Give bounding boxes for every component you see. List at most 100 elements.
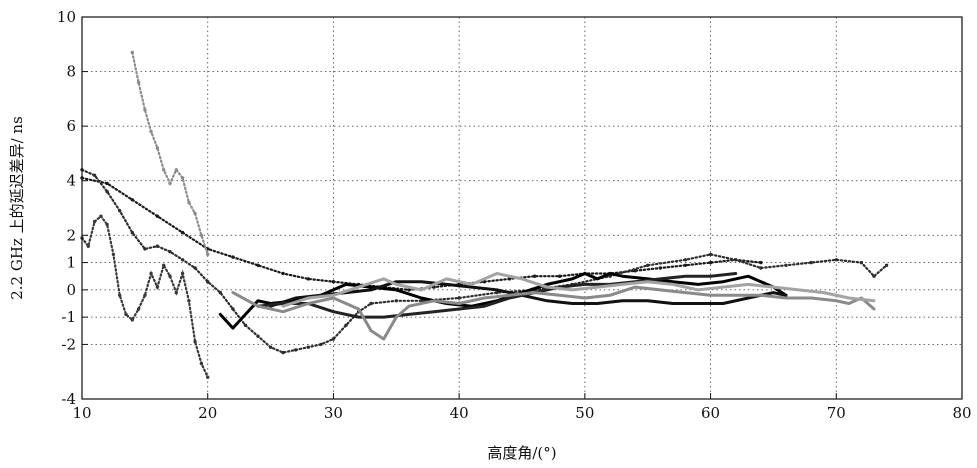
data-point xyxy=(105,222,109,227)
y-tick-label: 10 xyxy=(57,8,76,26)
data-point xyxy=(256,263,260,267)
data-point xyxy=(193,340,197,344)
plot-frame xyxy=(81,16,963,400)
series-layer xyxy=(80,50,889,379)
series-dotted-line xyxy=(80,168,888,354)
data-point xyxy=(187,299,191,303)
data-point xyxy=(155,214,160,218)
data-point xyxy=(206,375,210,379)
data-point xyxy=(92,173,97,177)
series-5 xyxy=(256,272,738,319)
data-point xyxy=(206,280,210,284)
data-point xyxy=(124,312,128,317)
data-point xyxy=(180,271,185,276)
data-point xyxy=(162,263,166,267)
data-point xyxy=(646,263,650,267)
data-point xyxy=(306,277,310,281)
data-point xyxy=(407,288,411,292)
y-tick-label: 1 xyxy=(66,254,76,272)
data-point xyxy=(231,307,235,311)
data-point xyxy=(784,263,788,267)
x-tick-label: 20 xyxy=(198,404,217,422)
data-point xyxy=(180,230,185,235)
data-point xyxy=(155,146,160,150)
series-4 xyxy=(269,280,788,308)
data-point xyxy=(834,258,838,262)
data-point xyxy=(206,252,210,257)
data-point xyxy=(130,230,134,235)
data-point xyxy=(130,198,134,202)
data-point xyxy=(143,293,147,297)
data-point xyxy=(281,271,285,276)
data-point xyxy=(92,219,97,224)
data-point xyxy=(218,290,222,295)
data-point xyxy=(243,323,248,327)
x-tick-label: 30 xyxy=(324,404,343,422)
series-2 xyxy=(80,168,889,355)
series-7 xyxy=(281,272,876,308)
data-point xyxy=(281,350,285,355)
data-point xyxy=(256,334,260,338)
data-point xyxy=(872,274,876,278)
y-axis-title: 2.2 GHz 上的延迟差异/ ns xyxy=(8,116,26,300)
data-point xyxy=(130,50,134,55)
data-point xyxy=(111,252,116,257)
data-point xyxy=(759,260,763,265)
data-point xyxy=(394,299,398,303)
data-point xyxy=(155,285,160,289)
data-point xyxy=(168,250,172,254)
data-point xyxy=(168,181,172,186)
tick-layer: 10 20 30 40 50 60 70 80 -4 -2 -1 0 1 2 4 6 8 10 xyxy=(57,8,972,422)
y-tick-label: 2 xyxy=(66,226,76,244)
data-point xyxy=(859,260,864,265)
y-tick-label: 6 xyxy=(66,117,76,135)
data-point xyxy=(187,200,191,205)
data-point xyxy=(105,181,109,186)
data-point xyxy=(118,209,122,213)
data-point xyxy=(558,274,562,278)
data-point xyxy=(168,274,172,278)
data-point xyxy=(884,263,889,267)
series-line xyxy=(269,280,788,308)
data-point xyxy=(180,176,185,180)
data-point xyxy=(495,290,499,295)
data-point xyxy=(199,233,204,237)
data-point xyxy=(86,244,91,248)
data-point xyxy=(105,189,109,194)
data-point xyxy=(344,323,348,327)
data-point xyxy=(683,258,688,262)
series-line xyxy=(256,272,738,319)
data-point xyxy=(331,280,336,284)
data-point xyxy=(683,263,688,267)
data-point xyxy=(658,266,662,270)
data-point xyxy=(136,307,141,311)
x-tick-label: 80 xyxy=(952,404,971,422)
data-point xyxy=(99,214,103,218)
data-point xyxy=(532,274,537,278)
data-point xyxy=(708,252,713,257)
x-tick-label: 40 xyxy=(450,404,469,422)
data-point xyxy=(143,247,147,251)
data-point xyxy=(268,345,273,349)
series-6 xyxy=(231,285,876,341)
y-tick-label: 4 xyxy=(66,172,76,190)
y-tick-label: -4 xyxy=(61,390,76,408)
data-point xyxy=(809,260,813,265)
y-tick-label: -2 xyxy=(61,335,76,353)
data-point xyxy=(199,361,204,366)
y-tick-label: 8 xyxy=(66,63,76,81)
data-point xyxy=(708,260,713,265)
data-point xyxy=(143,108,147,112)
series-line xyxy=(231,285,876,341)
series-9 xyxy=(80,214,210,379)
data-point xyxy=(130,318,134,322)
data-point xyxy=(419,299,424,303)
series-line xyxy=(281,272,876,308)
data-point xyxy=(174,290,178,295)
data-point xyxy=(149,271,153,276)
data-point xyxy=(734,258,738,262)
data-point xyxy=(155,244,160,248)
data-point xyxy=(457,296,461,300)
